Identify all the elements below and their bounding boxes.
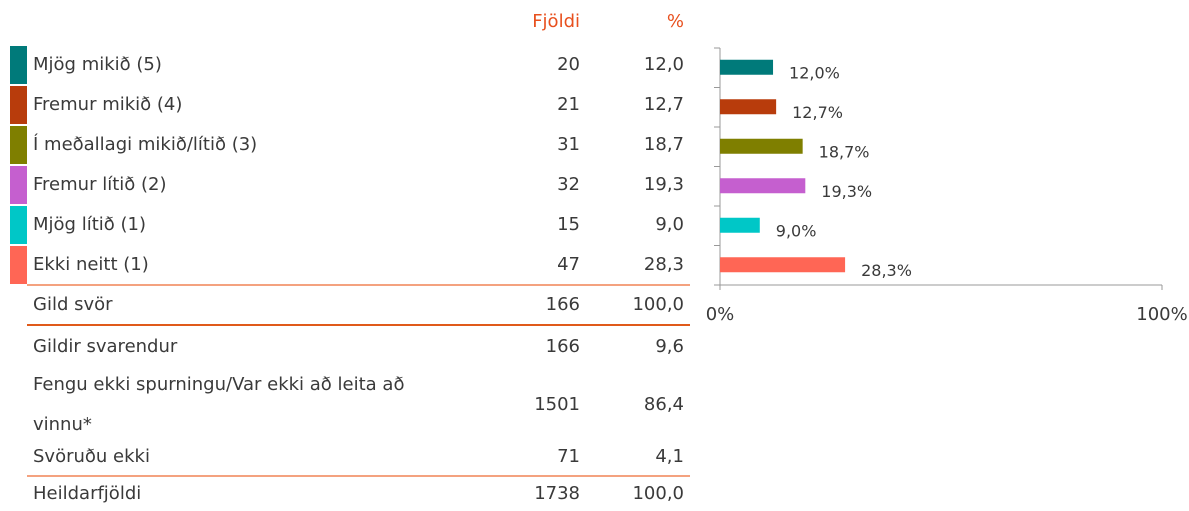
row-count: 32 [557, 174, 580, 195]
color-swatch [10, 46, 27, 84]
row-count: 15 [557, 214, 580, 235]
row-label: Í meðallagi mikið/lítið (3) [33, 133, 257, 155]
header-count: Fjöldi [532, 11, 580, 32]
row-count: 47 [557, 254, 580, 275]
row-count: 166 [546, 294, 580, 315]
row-count: 166 [546, 336, 580, 357]
row-percent: 86,4 [644, 394, 684, 415]
row-percent: 9,0 [655, 214, 684, 235]
value-label: 18,7% [819, 142, 870, 161]
bar [720, 178, 806, 194]
value-label: 12,7% [792, 103, 843, 122]
row-label: Fengu ekki spurningu/Var ekki að leita a… [33, 374, 404, 395]
row-label: Fremur lítið (2) [33, 174, 166, 195]
row-count: 20 [557, 54, 580, 75]
row-label: Gild svör [33, 294, 113, 315]
bar [720, 217, 760, 233]
value-label: 9,0% [776, 221, 817, 240]
row-percent: 12,7 [644, 94, 684, 115]
row-percent: 19,3 [644, 174, 684, 195]
row-count: 1501 [534, 394, 580, 415]
bar [720, 257, 846, 273]
color-swatch [10, 206, 27, 244]
row-label: Fremur mikið (4) [33, 94, 182, 115]
row-label: vinnu* [33, 414, 92, 435]
row-label: Heildarfjöldi [33, 483, 141, 504]
row-count: 71 [557, 446, 580, 467]
row-percent: 28,3 [644, 254, 684, 275]
row-percent: 9,6 [655, 336, 684, 357]
color-swatch [10, 86, 27, 124]
header-percent: % [667, 11, 684, 32]
color-swatch [10, 246, 27, 284]
row-label: Mjög lítið (1) [33, 214, 146, 235]
bar [720, 59, 774, 75]
row-percent: 18,7 [644, 134, 684, 155]
x-tick-label: 0% [706, 304, 735, 325]
row-label: Mjög mikið (5) [33, 54, 162, 75]
row-percent: 4,1 [655, 446, 684, 467]
value-label: 12,0% [789, 63, 840, 82]
row-count: 31 [557, 134, 580, 155]
row-percent: 12,0 [644, 54, 684, 75]
x-tick-label: 100% [1136, 304, 1187, 325]
row-percent: 100,0 [632, 483, 684, 504]
value-label: 19,3% [821, 182, 872, 201]
color-swatch [10, 166, 27, 204]
value-label: 28,3% [861, 261, 912, 280]
color-swatch [10, 126, 27, 164]
row-label: Gildir svarendur [33, 336, 178, 357]
bar [720, 138, 803, 154]
row-count: 21 [557, 94, 580, 115]
row-label: Svöruðu ekki [33, 446, 150, 467]
bar [720, 99, 777, 115]
row-percent: 100,0 [632, 294, 684, 315]
row-count: 1738 [534, 483, 580, 504]
row-label: Ekki neitt (1) [33, 254, 149, 275]
